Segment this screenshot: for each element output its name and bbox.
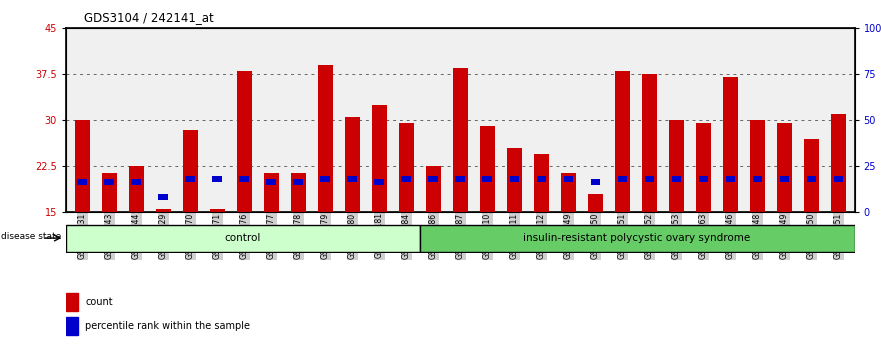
Bar — [696, 124, 711, 212]
Bar — [321, 176, 330, 182]
Bar — [671, 176, 681, 182]
Bar — [105, 179, 115, 185]
Text: GDS3104 / 242141_at: GDS3104 / 242141_at — [84, 11, 213, 24]
Bar — [642, 74, 656, 212]
Bar — [480, 126, 495, 212]
Bar — [752, 176, 762, 182]
Bar — [210, 209, 225, 212]
Bar — [66, 317, 78, 335]
Bar — [131, 179, 141, 185]
Bar — [561, 172, 576, 212]
Bar — [455, 176, 465, 182]
Bar — [806, 176, 816, 182]
Bar — [318, 65, 333, 212]
Bar — [75, 120, 90, 212]
FancyBboxPatch shape — [419, 224, 855, 252]
Bar — [588, 194, 603, 212]
Bar — [669, 120, 684, 212]
Bar — [183, 130, 197, 212]
Bar — [804, 139, 818, 212]
Bar — [237, 71, 252, 212]
Bar — [374, 179, 384, 185]
Bar — [483, 176, 492, 182]
Bar — [726, 176, 735, 182]
Bar — [509, 176, 519, 182]
Bar — [428, 176, 438, 182]
Bar — [372, 105, 387, 212]
Bar — [344, 117, 359, 212]
Bar — [293, 179, 303, 185]
Bar — [402, 176, 411, 182]
Bar — [156, 209, 171, 212]
Bar — [645, 176, 655, 182]
Bar — [453, 68, 468, 212]
Bar — [750, 120, 765, 212]
Bar — [777, 124, 792, 212]
Bar — [129, 166, 144, 212]
Bar — [186, 176, 195, 182]
Bar — [537, 176, 546, 182]
Bar — [240, 176, 249, 182]
Bar — [347, 176, 357, 182]
FancyBboxPatch shape — [66, 224, 419, 252]
Bar — [833, 176, 843, 182]
Bar — [159, 194, 168, 200]
Bar — [399, 124, 414, 212]
Bar — [426, 166, 440, 212]
Bar — [291, 172, 306, 212]
Bar — [699, 176, 708, 182]
Text: percentile rank within the sample: percentile rank within the sample — [85, 321, 250, 331]
Text: disease state: disease state — [1, 232, 61, 241]
Bar — [831, 114, 846, 212]
Bar — [615, 71, 630, 212]
Bar — [507, 148, 522, 212]
Text: control: control — [225, 233, 261, 243]
Bar — [534, 154, 549, 212]
Text: insulin-resistant polycystic ovary syndrome: insulin-resistant polycystic ovary syndr… — [523, 233, 751, 243]
Text: count: count — [85, 297, 113, 307]
Bar — [66, 293, 78, 311]
Bar — [212, 176, 222, 182]
Bar — [102, 172, 116, 212]
Bar — [78, 179, 87, 185]
Bar — [590, 179, 600, 185]
Bar — [264, 172, 278, 212]
Bar — [723, 78, 737, 212]
Bar — [780, 176, 789, 182]
Bar — [266, 179, 276, 185]
Bar — [618, 176, 627, 182]
Bar — [564, 176, 574, 182]
